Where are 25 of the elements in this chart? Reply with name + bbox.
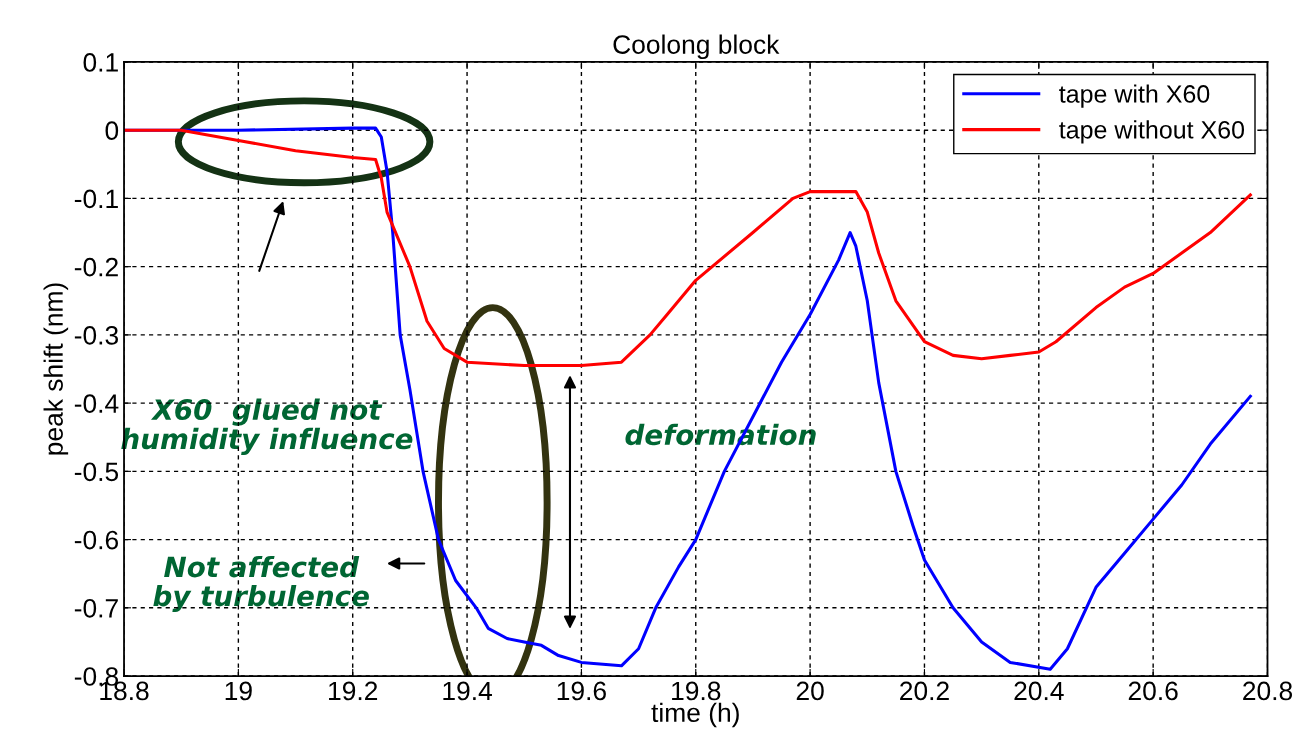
- x-tick-label: 20.6: [1128, 681, 1178, 701]
- y-tick-label: -0.6: [74, 530, 118, 550]
- x-tick-label: 19: [225, 681, 252, 701]
- y-tick-label: -0.1: [74, 189, 118, 209]
- y-tick-label: -0.3: [74, 326, 118, 345]
- y-tick-label: -0.4: [74, 394, 119, 413]
- x-axis-title: time (h): [651, 702, 739, 728]
- x-tick-label: 19.4: [443, 681, 492, 701]
- x-tick-label: 19.6: [557, 681, 606, 701]
- x-tick-label: 20.8: [1243, 681, 1293, 701]
- y-tick-label: 0: [105, 121, 119, 141]
- x-tick-label: 20: [796, 681, 824, 701]
- y-tick-label: -0.7: [74, 598, 118, 618]
- x-tick-label: 20.4: [1014, 681, 1064, 701]
- y-axis-title: peak shift (nm): [43, 283, 69, 455]
- x-tick-label: 20.2: [900, 681, 949, 701]
- annotation: Not affected by turbulence: [153, 555, 369, 612]
- chart-title: Coolong block: [613, 34, 780, 60]
- x-tick-label: 19.8: [672, 681, 721, 701]
- y-tick-label: 0.1: [83, 53, 118, 72]
- legend-label: tape with X60: [1059, 84, 1210, 108]
- y-tick-label: -0.2: [74, 257, 118, 277]
- x-tick-label: 19.2: [329, 681, 378, 701]
- y-tick-label: -0.5: [74, 462, 119, 482]
- legend-label: tape without X60: [1059, 120, 1245, 144]
